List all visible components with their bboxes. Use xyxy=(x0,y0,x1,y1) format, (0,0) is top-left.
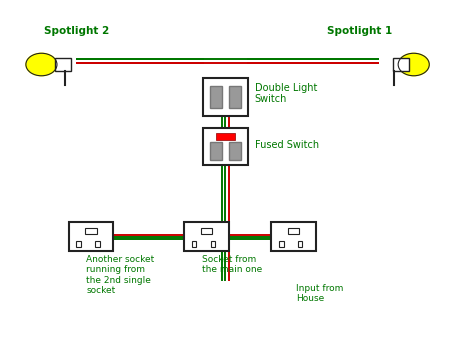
Bar xyxy=(184,222,229,251)
Bar xyxy=(393,58,409,71)
Bar xyxy=(271,222,316,251)
Text: Input from
House: Input from House xyxy=(296,284,343,303)
Bar xyxy=(228,86,241,108)
Text: Spotlight 1: Spotlight 1 xyxy=(327,25,392,35)
Bar xyxy=(216,133,235,140)
Bar xyxy=(55,58,71,71)
Text: Another socket
running from
the 2nd single
socket: Another socket running from the 2nd sing… xyxy=(86,255,155,295)
Bar xyxy=(69,222,113,251)
Bar xyxy=(203,128,247,165)
Bar xyxy=(288,228,299,234)
Bar xyxy=(203,78,247,116)
Text: Spotlight 2: Spotlight 2 xyxy=(44,25,109,35)
Bar xyxy=(76,241,81,247)
Bar xyxy=(210,241,215,247)
Circle shape xyxy=(398,53,429,76)
Bar xyxy=(95,241,100,247)
Text: Fused Switch: Fused Switch xyxy=(255,140,319,150)
Bar xyxy=(228,142,241,160)
Bar xyxy=(85,228,97,234)
Text: Double Light
Switch: Double Light Switch xyxy=(255,83,317,104)
Circle shape xyxy=(26,53,57,76)
Bar xyxy=(298,241,302,247)
Bar xyxy=(279,241,283,247)
Bar xyxy=(210,142,222,160)
Bar xyxy=(201,228,212,234)
Text: Socket from
the main one: Socket from the main one xyxy=(201,255,262,274)
Bar xyxy=(210,86,222,108)
Bar xyxy=(192,241,197,247)
